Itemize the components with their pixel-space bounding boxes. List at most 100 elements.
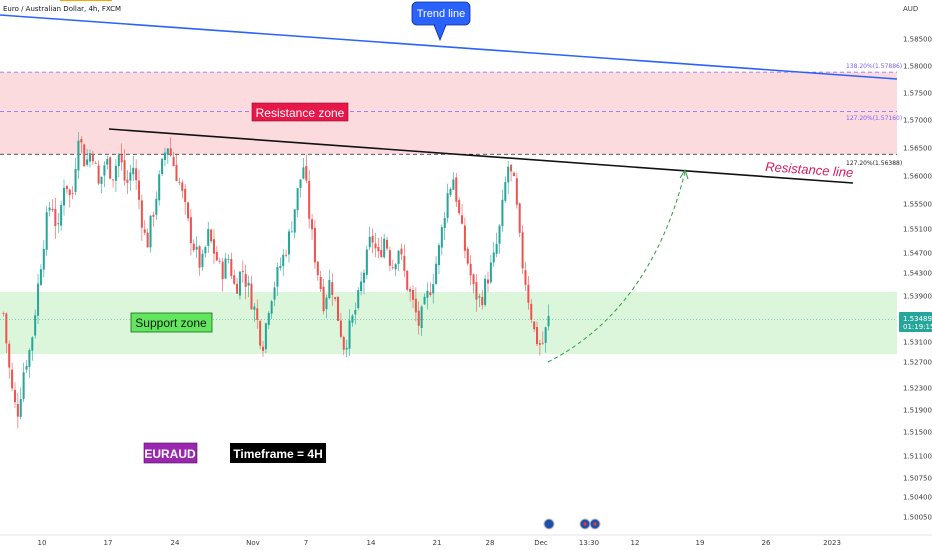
resistance-zone-label: Resistance zone [256, 106, 345, 120]
y-tick-label: 1.55500 [903, 201, 932, 209]
event-icon-eu[interactable] [543, 518, 555, 530]
fib-label-127-lower: 127.20%(1.56388) [846, 160, 902, 167]
candle-body [132, 167, 135, 175]
event-icon-au-1-dot [583, 522, 587, 526]
trend-line[interactable] [0, 14, 898, 80]
candle-body [414, 298, 417, 313]
candle-body [449, 188, 452, 195]
candle-body [397, 250, 400, 265]
candle-body [16, 404, 19, 417]
candle-body [319, 276, 322, 290]
candle-body [443, 217, 446, 229]
x-tick-label: 19 [696, 539, 705, 547]
candle-body [420, 306, 423, 329]
support-zone-label: Support zone [135, 316, 207, 330]
support-zone-callout[interactable]: Support zone [130, 312, 213, 333]
candle-body [466, 248, 469, 264]
candle-body [146, 232, 149, 248]
candle-body [495, 243, 498, 254]
candle-body [527, 284, 530, 303]
candle-body [446, 193, 449, 218]
x-tick-label: 24 [171, 539, 180, 547]
candle-body [91, 153, 94, 162]
candle-body [247, 282, 250, 286]
candle-body [264, 323, 267, 350]
candle-body [409, 289, 412, 292]
candle-body [60, 204, 63, 226]
candle-body [63, 187, 66, 206]
x-tick-label: Dec [534, 539, 548, 547]
candle-body [357, 290, 360, 309]
candle-body [530, 303, 533, 320]
x-tick-label: 7 [304, 539, 308, 547]
candle-body [178, 181, 181, 183]
candle-body [22, 372, 25, 399]
y-tick-label: 1.55100 [903, 226, 932, 234]
candle-body [544, 327, 547, 343]
x-tick-label: 17 [104, 539, 113, 547]
y-tick-label: 1.56000 [903, 173, 932, 181]
event-icon-au-2-dot [593, 522, 597, 526]
candle-body [440, 227, 443, 248]
candle-body [282, 254, 285, 267]
candle-body [204, 247, 207, 254]
candle-body [299, 179, 302, 188]
candle-body [57, 223, 60, 225]
candle-body [538, 343, 541, 345]
candle-body [212, 239, 215, 254]
candle-body [25, 365, 28, 370]
y-tick-label: 1.50050 [903, 514, 932, 522]
candle-body [547, 315, 550, 327]
resistance-line-label[interactable]: Resistance line [765, 159, 854, 180]
candle-body [458, 200, 461, 214]
resistance-zone-callout[interactable]: Resistance zone [251, 102, 349, 122]
event-icons[interactable] [543, 518, 601, 530]
candle-body [489, 262, 492, 283]
candle-body [429, 292, 432, 296]
candle-body [371, 235, 374, 243]
candle-body [334, 297, 337, 300]
candle-body [342, 336, 345, 350]
candle-body [287, 231, 290, 255]
trend-line-label: Trend line [417, 8, 466, 20]
candle-body [322, 286, 325, 312]
forecast-arrowhead [679, 168, 689, 180]
trend-line-callout[interactable]: Trend line [411, 1, 471, 42]
x-axis: 10 17 24 Nov 7 14 21 28 Dec 13:30 12 19 26 2023 [38, 539, 841, 547]
candle-body [394, 264, 397, 270]
candle-body [452, 179, 455, 190]
candle-body [386, 239, 389, 249]
candle-body [158, 174, 161, 201]
candle-body [244, 273, 247, 287]
x-tick-label: 2023 [823, 539, 841, 547]
candle-body [94, 162, 97, 164]
candle-body [472, 274, 475, 285]
y-tick-label: 1.57000 [903, 117, 932, 125]
price-tag [899, 312, 932, 332]
candle-body [201, 253, 204, 268]
timeframe-callout[interactable]: Timeframe = 4H [230, 443, 326, 463]
candle-body [224, 258, 227, 279]
candle-body [54, 208, 57, 226]
candle-body [19, 399, 22, 417]
candle-body [42, 248, 45, 270]
symbol-callout[interactable]: EURAUD [143, 442, 198, 464]
candle-body [140, 200, 143, 228]
x-tick-label: 28 [486, 539, 495, 547]
y-tick-label: 1.56500 [903, 145, 932, 153]
candle-body [533, 321, 536, 330]
candle-body [351, 315, 354, 323]
candle-body [253, 306, 256, 310]
y-tick-label: 1.52300 [903, 385, 932, 393]
candle-body [65, 185, 68, 190]
candle-body [221, 261, 224, 280]
price-tag-value: 1.53489 [903, 315, 932, 323]
candle-body [169, 148, 172, 156]
candle-body [325, 297, 328, 310]
candle-body [305, 166, 308, 181]
candle-body [423, 296, 426, 305]
resistance-line[interactable] [108, 128, 854, 184]
candle-body [175, 165, 178, 181]
candle-body [290, 231, 293, 233]
